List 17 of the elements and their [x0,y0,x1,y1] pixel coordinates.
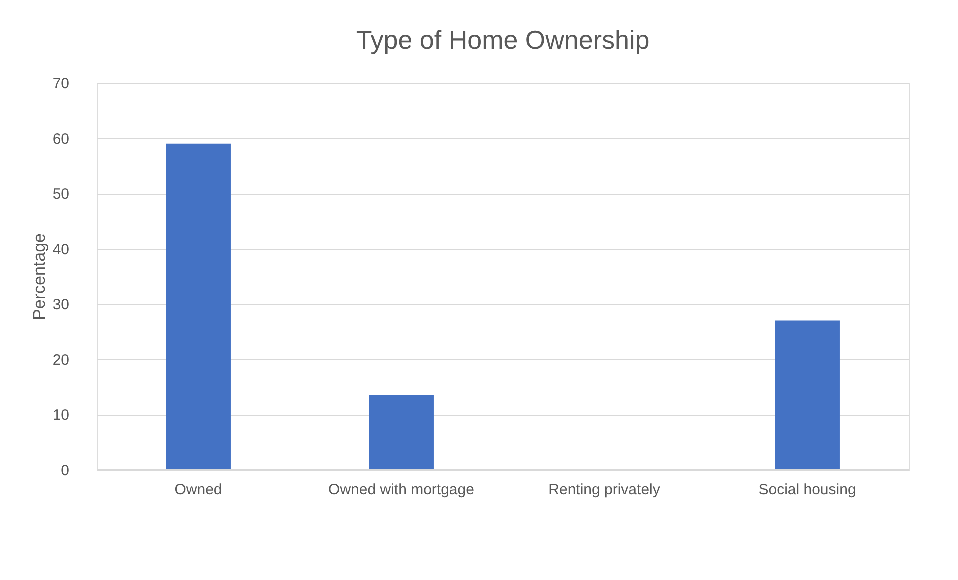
bar [775,320,840,470]
y-tick-label: 20 [52,352,70,369]
y-tick-label: 10 [52,407,70,424]
x-tick-label: Owned [174,482,222,498]
y-tick-label: 0 [61,462,70,480]
x-tick-label: Social housing [758,482,856,498]
chart-title: Type of Home Ownership [356,25,650,55]
y-tick-label: 30 [52,296,70,314]
x-tick-label: Renting privately [548,482,661,498]
x-tick-label: Owned with mortgage [328,482,474,498]
bar [369,395,434,470]
y-tick-label: 70 [52,76,70,92]
bar [166,144,231,470]
y-tick-label: 60 [52,130,70,148]
y-tick-label: 50 [52,186,70,204]
y-axis-title: Percentage [30,234,49,320]
y-tick-label: 40 [52,241,70,258]
